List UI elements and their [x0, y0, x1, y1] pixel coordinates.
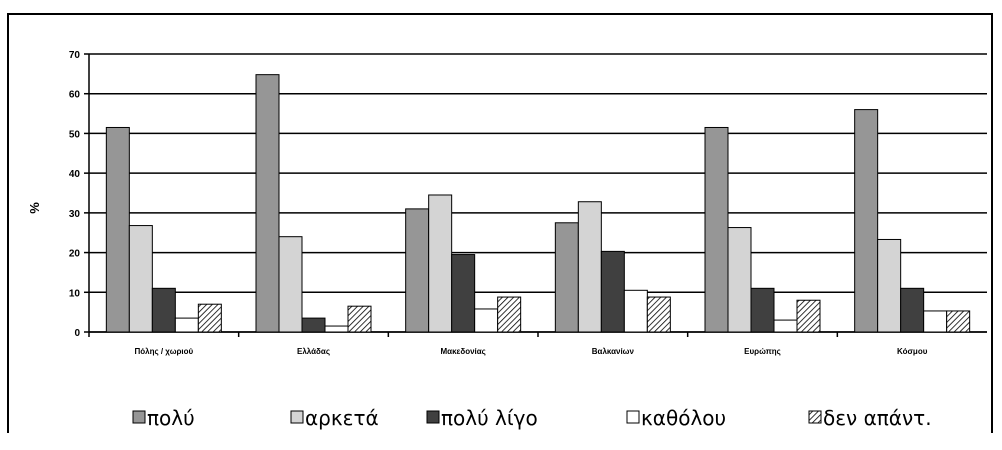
bar: [623, 289, 648, 333]
x-tick-label: Πόλης / χωριού: [134, 347, 193, 356]
x-tick-label: Μακεδονίας: [441, 347, 486, 356]
bar: [105, 126, 130, 333]
bar: [750, 287, 775, 333]
y-tick-label: 70: [69, 50, 81, 61]
bar: [347, 305, 372, 333]
bar: [877, 238, 902, 333]
bar: [474, 308, 499, 333]
bar: [497, 296, 522, 333]
bar: [301, 317, 326, 333]
bar: [278, 236, 303, 333]
bar: [923, 310, 948, 333]
y-tick-label: 40: [69, 169, 81, 180]
bar: [704, 126, 729, 333]
y-tick-label: 30: [69, 209, 81, 220]
bar: [854, 109, 879, 333]
bar: [428, 194, 453, 333]
legend-swatch: [426, 410, 440, 424]
legend-item: δεν απάντ.: [808, 406, 932, 430]
legend-swatch: [626, 410, 640, 424]
legend-label: πολύ λίγο: [441, 406, 538, 430]
bar: [174, 317, 199, 333]
bar: [255, 74, 280, 333]
legend-swatch: [808, 410, 822, 424]
x-axis-categories: Πόλης / χωριού Ελλάδας Μακεδονίας Βαλκανίων…: [88, 332, 928, 356]
x-tick-label: Βαλκανίων: [592, 347, 635, 356]
bar: [900, 287, 925, 333]
bar: [577, 201, 602, 333]
y-tick-label: 50: [69, 129, 81, 140]
x-tick-label: Ελλάδας: [297, 347, 330, 356]
y-tick-label: 10: [69, 288, 81, 299]
legend-swatch: [132, 410, 146, 424]
bar: [796, 299, 821, 333]
legend-label: καθόλου: [641, 406, 726, 430]
legend-label: αρκετά: [305, 406, 379, 430]
bar: [324, 325, 349, 333]
x-tick-label: Ευρώπης: [744, 347, 781, 356]
bar: [451, 254, 476, 333]
bar: [197, 303, 222, 333]
bar: [554, 222, 579, 333]
bar: [405, 208, 430, 333]
legend-label: δεν απάντ.: [823, 406, 932, 430]
bar: [946, 310, 971, 333]
legend-swatch: [290, 410, 304, 424]
y-tick-label: 0: [74, 328, 80, 339]
y-tick-label: 60: [69, 90, 81, 101]
bar: [128, 225, 153, 333]
legend-item: καθόλου: [626, 406, 726, 430]
x-tick-label: Κόσμου: [897, 347, 928, 356]
bar: [600, 250, 625, 333]
bar: [151, 287, 176, 333]
legend-label: πολύ: [147, 406, 195, 430]
y-axis-ticks: 0 10 20 30 40 50 60 70: [69, 50, 89, 339]
y-tick-label: 20: [69, 249, 81, 260]
gridlines: [88, 53, 987, 333]
y-axis-label: %: [27, 202, 42, 214]
chart-frame: 0 10 20 30 40 50 60 70 Πόλης / χωριού Ελλάδας Μακ…: [7, 13, 993, 433]
bars: [105, 74, 971, 333]
bar-chart: 0 10 20 30 40 50 60 70 Πόλης / χωριού Ελλάδας Μακ…: [27, 50, 987, 430]
legend-item: πολύ λίγο: [426, 406, 538, 430]
legend-item: αρκετά: [290, 406, 379, 430]
bar: [646, 296, 671, 333]
legend-item: πολύ: [132, 406, 195, 430]
legend: πολύ αρκετά πολύ λίγο καθόλου δεν απάντ.: [132, 406, 932, 430]
bar: [727, 227, 752, 333]
bar: [773, 319, 798, 333]
